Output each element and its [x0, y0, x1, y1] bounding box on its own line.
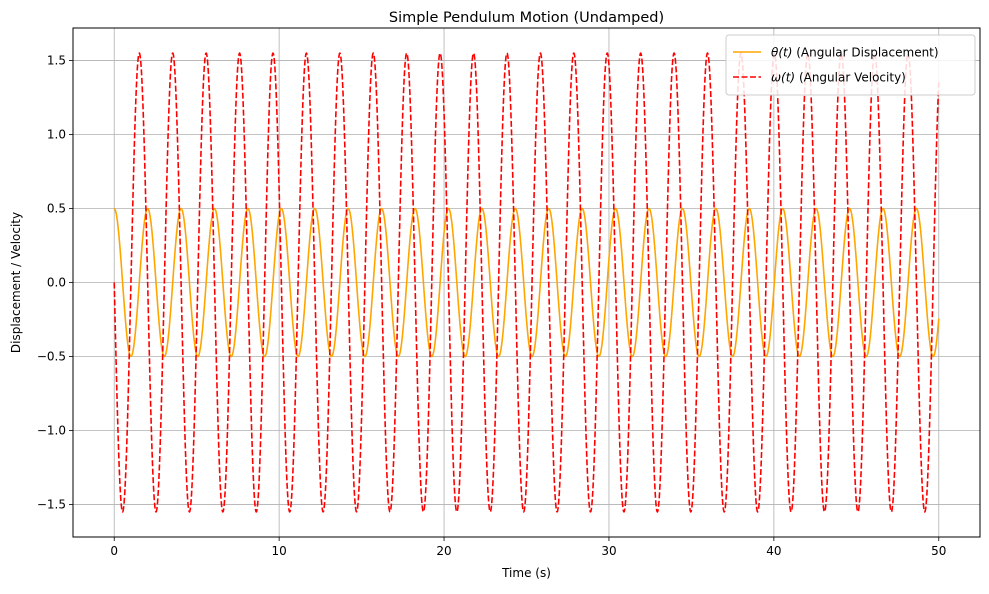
legend-text-omega: (Angular Velocity): [795, 71, 906, 85]
series-theta-line: [113, 207, 940, 358]
legend-text-theta: (Angular Displacement): [792, 46, 938, 60]
y-tick-label: 1.0: [47, 128, 66, 142]
series-omega-line: [113, 52, 940, 513]
y-tick-label: 0.0: [47, 276, 66, 290]
y-tick-label: 1.5: [47, 54, 66, 68]
x-axis-label: Time (s): [501, 566, 551, 580]
y-tick-label: −0.5: [37, 349, 66, 363]
legend-symbol-omega: ω(t): [771, 71, 795, 85]
x-tick-label: 40: [766, 544, 781, 558]
x-tick-label: 0: [110, 544, 118, 558]
x-tick-label: 10: [271, 544, 286, 558]
x-tick-label: 30: [601, 544, 616, 558]
legend-label-theta: θ(t) (Angular Displacement): [771, 46, 939, 60]
y-tick-label: 0.5: [47, 202, 66, 216]
y-tick-label: −1.5: [37, 497, 66, 511]
series-lines: [113, 52, 940, 513]
y-axis-label: Displacement / Velocity: [9, 212, 23, 353]
axis-ticks: 0 10 20 30 40 50 −1.5 −1.0 −0.5 0.0 0.5 1.0 1.5: [37, 54, 947, 558]
legend-label-omega: ω(t) (Angular Velocity): [771, 71, 906, 85]
y-tick-label: −1.0: [37, 423, 66, 437]
x-tick-label: 50: [931, 544, 946, 558]
legend: θ(t) (Angular Displacement) ω(t) (Angula…: [725, 34, 976, 96]
chart-title: Simple Pendulum Motion (Undamped): [389, 10, 664, 26]
x-tick-label: 20: [436, 544, 451, 558]
legend-box: [725, 34, 976, 96]
legend-symbol-theta: θ(t): [771, 46, 792, 60]
